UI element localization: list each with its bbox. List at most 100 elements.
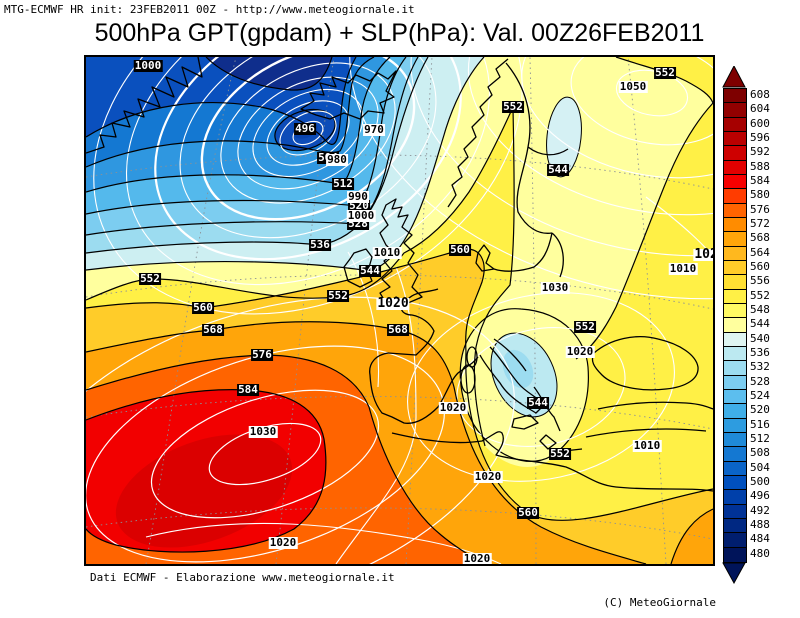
- coast-greenland: [86, 57, 203, 154]
- colorbar-cell: [724, 160, 746, 175]
- colorbar-value: 508: [750, 446, 770, 460]
- slp-isobar-label: 1010: [668, 262, 698, 275]
- slp-isobar-label: 1020: [462, 552, 492, 565]
- band-568-corner: [671, 509, 713, 564]
- coast-corsica: [466, 346, 478, 368]
- gpt-contour-label: 512: [332, 177, 354, 190]
- colorbar-cell: [724, 189, 746, 204]
- slp-isobar-label: 1030: [248, 425, 278, 438]
- colorbar-cell: [724, 260, 746, 276]
- slp-isobar-label: 990: [347, 190, 369, 203]
- page-title: 500hPa GPT(gpdam) + SLP(hPa): Val. 00Z26…: [94, 19, 705, 47]
- colorbar-cell: [724, 318, 746, 333]
- colorbar-value: 488: [750, 517, 770, 531]
- footer-credit: Dati ECMWF - Elaborazione www.meteogiorn…: [90, 571, 395, 584]
- gpt-contour-label: 552: [327, 289, 349, 302]
- colorbar-cell: [724, 103, 746, 118]
- colorbar-value: 500: [750, 474, 770, 488]
- colorbar-value: 480: [750, 546, 770, 560]
- colorbar-up-arrow-icon: [722, 66, 746, 88]
- colorbar-value: 588: [750, 159, 770, 173]
- gpt-contour-label: 560: [192, 301, 214, 314]
- colorbar-cell: [724, 518, 746, 534]
- colorbar-cell: [724, 203, 746, 218]
- coast-france: [387, 288, 439, 356]
- colorbar-cell: [724, 346, 746, 362]
- colorbar-value: 536: [750, 345, 770, 359]
- coast-ireland: [343, 248, 373, 288]
- band-sub-488: [206, 57, 332, 91]
- colorbar-value: 544: [750, 317, 770, 331]
- colorbar-value: 524: [750, 388, 770, 402]
- colorbar-value: 528: [750, 374, 770, 388]
- colorbar-value: 560: [750, 259, 770, 273]
- colorbar-value: 556: [750, 274, 770, 288]
- colorbar-value: 584: [750, 173, 770, 187]
- slp-isobar-label: 1020: [693, 248, 713, 261]
- colorbar-cell: [724, 246, 746, 261]
- colorbar-down-arrow-icon: [722, 562, 746, 584]
- colorbar-cell: [724, 547, 746, 562]
- model-run-info: MTG-ECMWF HR init: 23FEB2011 00Z - http:…: [4, 3, 415, 16]
- colorbar-cell: [724, 117, 746, 132]
- graticule: [86, 57, 713, 564]
- coast-blacksea: [591, 336, 699, 391]
- coast-north-africa: [391, 431, 713, 492]
- colorbar-value: 484: [750, 532, 770, 546]
- coast-bothnia: [505, 62, 553, 234]
- gpt-contour-label: 560: [449, 243, 471, 256]
- slp-isobar-label: 1020: [268, 536, 298, 549]
- colorbar-cell: [724, 89, 746, 104]
- slp-isobar-label: 1000: [346, 209, 376, 222]
- gpt-contour-label: 1000: [133, 59, 163, 72]
- gpt-contour-label: 552: [574, 320, 596, 333]
- slp-isobar-label: 1020: [565, 345, 595, 358]
- colorbar-value: 516: [750, 417, 770, 431]
- coast-norway: [447, 58, 509, 208]
- slp-isobar-label: 1010: [372, 246, 402, 259]
- colorbar-cell: [724, 361, 746, 376]
- colorbar-cell: [724, 533, 746, 548]
- weather-map-graphic: [86, 57, 713, 564]
- coast-northsea: [493, 232, 553, 272]
- slp-isobar-label: 1020: [473, 470, 503, 483]
- coastlines: [86, 57, 713, 492]
- colorbar-cell: [724, 504, 746, 519]
- colorbar-value: 608: [750, 88, 770, 101]
- footer-copyright: (C) MeteoGiornale: [603, 596, 716, 609]
- colorbar-value: 532: [750, 360, 770, 374]
- gpt-contour-label: 568: [387, 323, 409, 336]
- slp-isobar-label: 1010: [632, 439, 662, 452]
- colorbar-cell: [724, 447, 746, 462]
- colorbar-cell: [724, 303, 746, 319]
- colorbar-value: 512: [750, 431, 770, 445]
- coast-adriatic: [493, 338, 527, 372]
- slp-isobar-label: 1020: [438, 401, 468, 414]
- colorbar-cell: [724, 146, 746, 161]
- gpt-contour-label: 496: [294, 122, 316, 135]
- colorbar-value: 548: [750, 302, 770, 316]
- coast-denmark: [475, 244, 495, 272]
- colorbar-cell: [724, 131, 746, 147]
- colorbar-cell: [724, 275, 746, 290]
- colorbar-cell: [724, 432, 746, 448]
- colorbar-value: 492: [750, 503, 770, 517]
- colorbar-cell: [724, 332, 746, 347]
- gpt-contour-label: 552: [549, 447, 571, 460]
- colorbar-cell: [724, 475, 746, 491]
- colorbar-value: 568: [750, 231, 770, 245]
- coast-baltic: [551, 232, 564, 278]
- colorbar-value: 576: [750, 202, 770, 216]
- colorbar-value: 604: [750, 102, 770, 116]
- colorbar-cell: [724, 461, 746, 476]
- gpt-contour-label: 576: [251, 348, 273, 361]
- gpt-contour-label: 552: [654, 66, 676, 79]
- colorbar-scale-labels: 608 604 600 596 592 588 584 580 576 572 568 564 560 5…: [750, 88, 790, 561]
- cutoff-536-core: [502, 349, 534, 389]
- coast-finland: [527, 146, 569, 156]
- slp-isobar-label: 1030: [540, 281, 570, 294]
- gpt-contour-label: 544: [547, 163, 569, 176]
- colorbar-value: 540: [750, 331, 770, 345]
- gpt-contour-label: 560: [517, 506, 539, 519]
